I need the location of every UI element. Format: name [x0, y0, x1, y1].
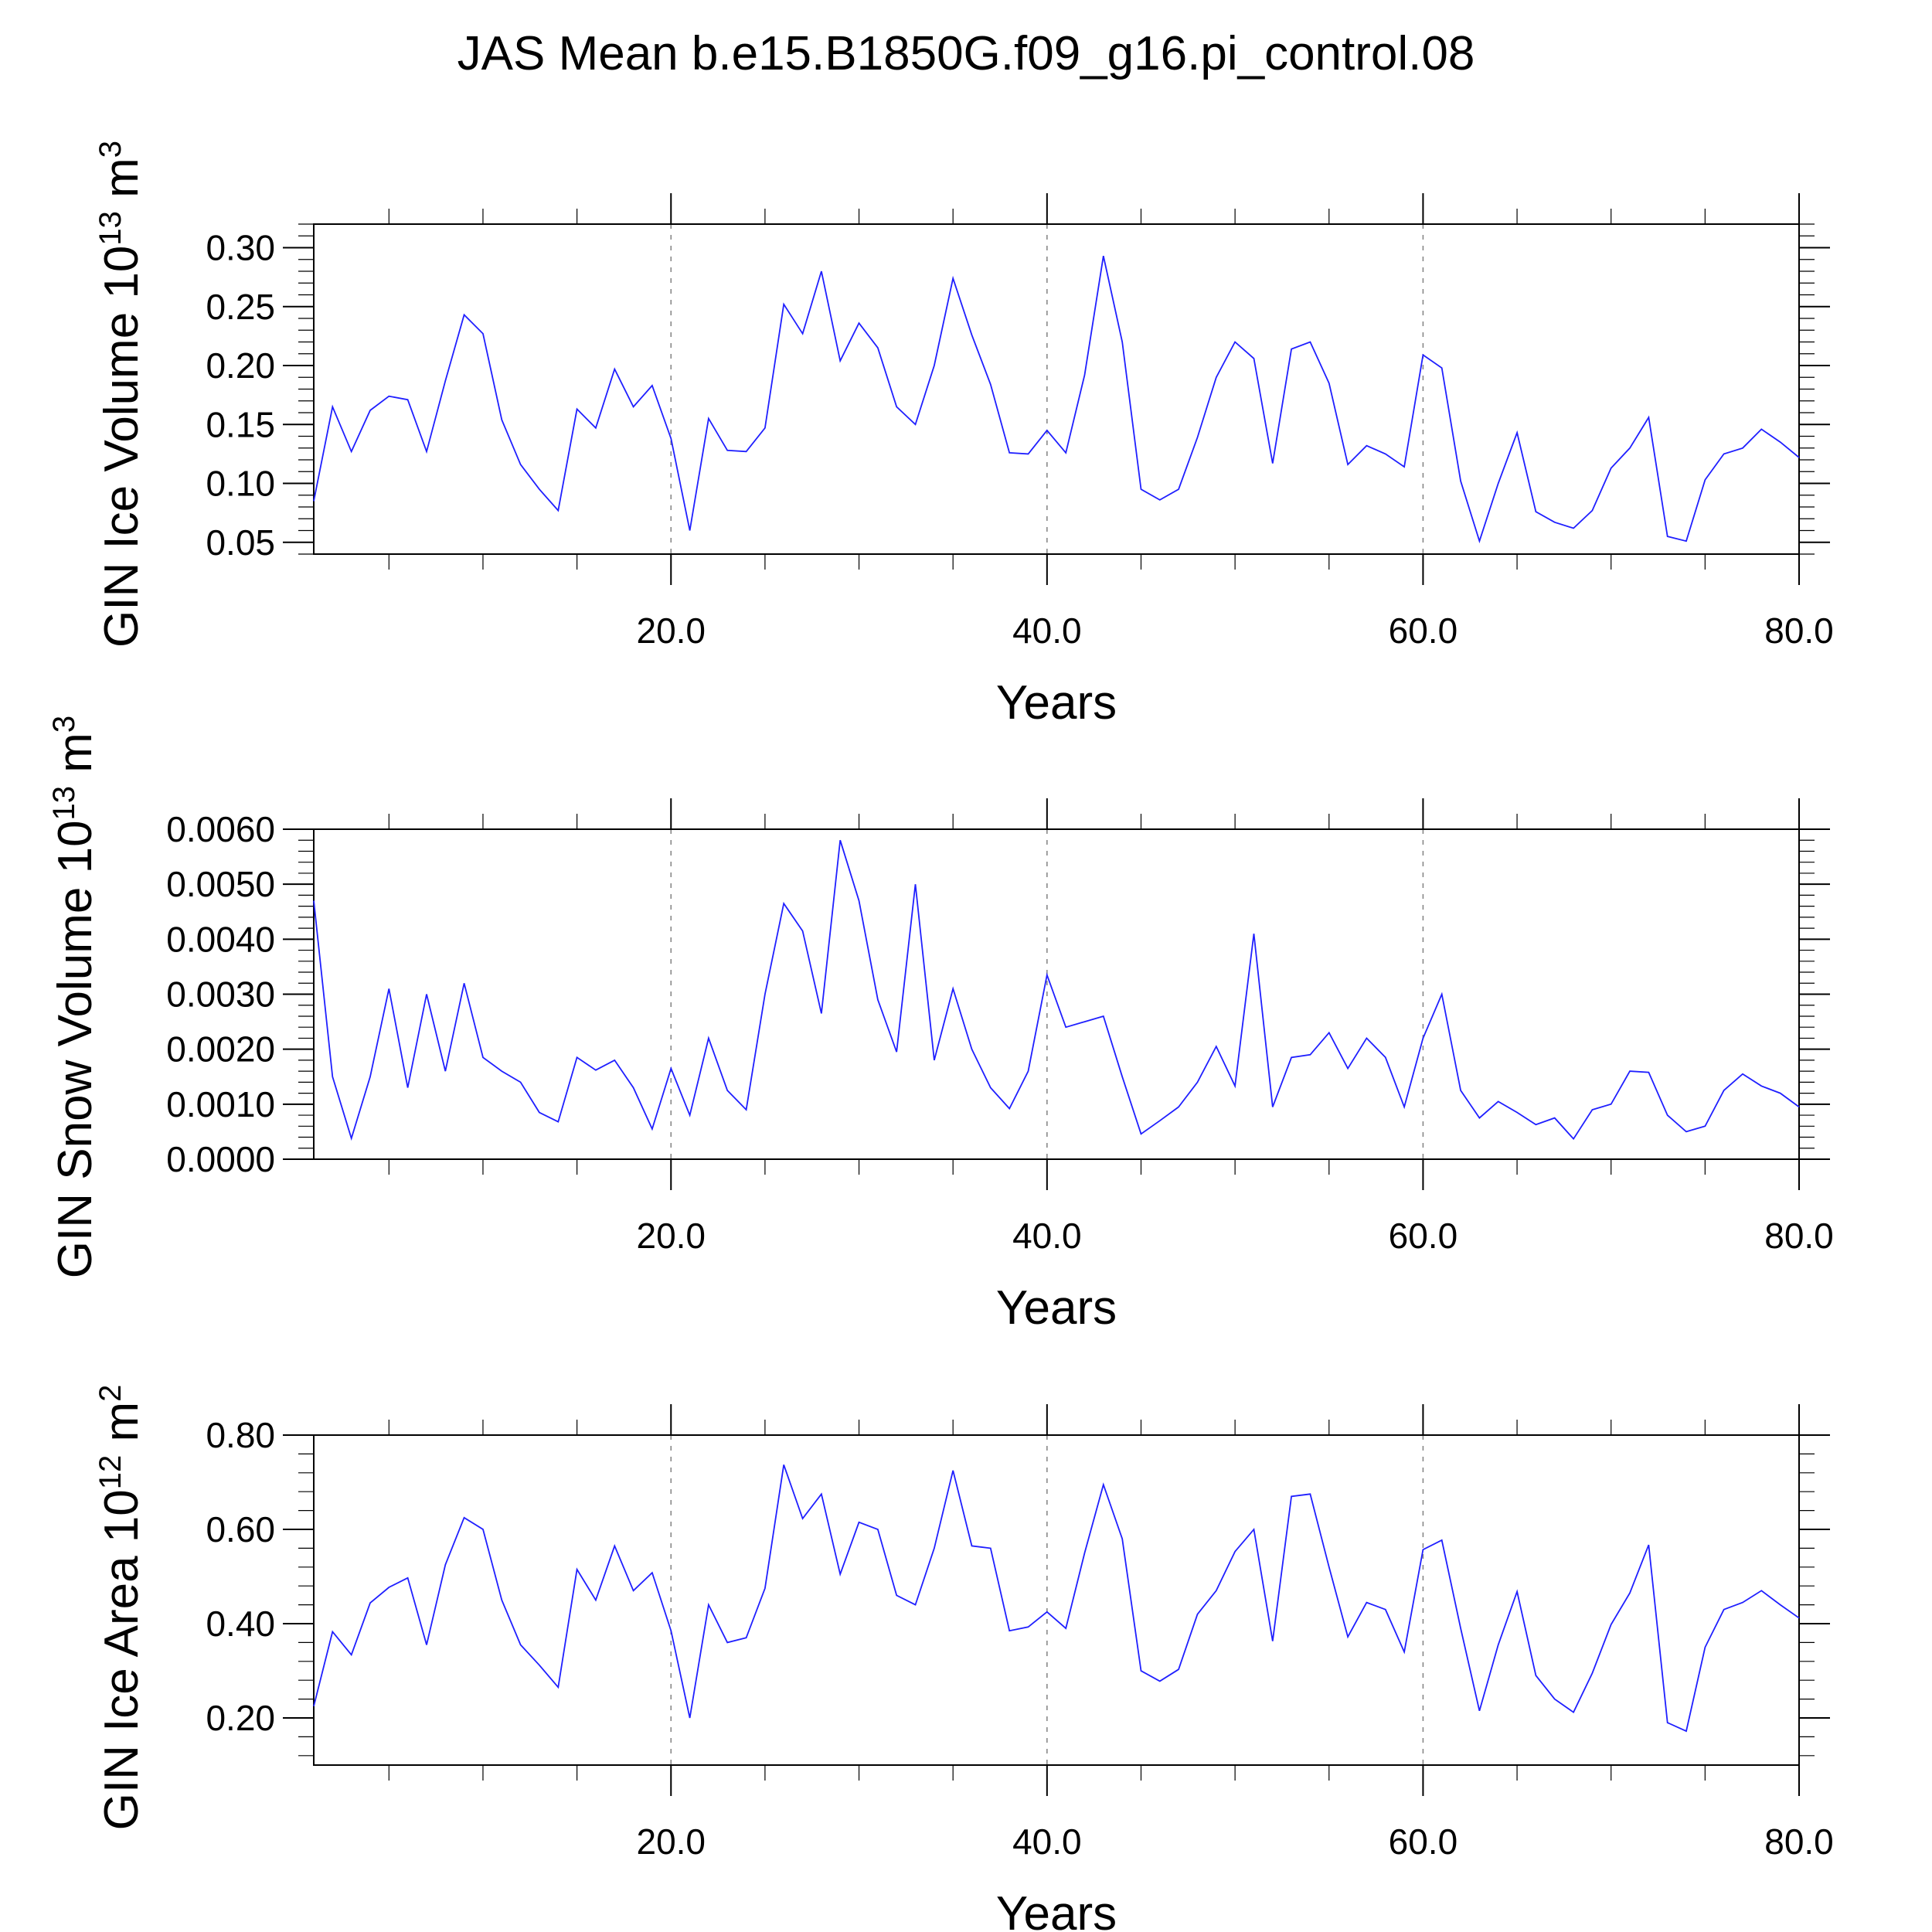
y-tick-label: 0.25 [206, 287, 275, 327]
y-axis-title-unit-exponent: 3 [47, 716, 81, 733]
y-tick-label: 0.0050 [166, 864, 275, 904]
y-axis-title-exponent: 13 [47, 786, 81, 821]
panels: 20.0 40.0 60.0 80.0 0.05 0.10 0.15 0.20 0.25 0.30… [47, 141, 1834, 1932]
y-tick-label: 0.40 [206, 1604, 275, 1644]
y-tick-label: 0.15 [206, 404, 275, 444]
y-axis-title-unit: m [49, 733, 102, 786]
y-tick-label: 0.0000 [166, 1139, 275, 1179]
y-axis-title-unit: m [95, 1402, 148, 1455]
series-line [313, 256, 1800, 544]
y-tick-label: 0.0030 [166, 975, 275, 1015]
x-axis-title: Years [996, 1281, 1117, 1335]
y-axis-title-text: GIN Snow Volume 10 [49, 820, 102, 1278]
x-tick-label: 40.0 [1012, 1821, 1082, 1862]
x-tick-label: 20.0 [636, 1821, 706, 1862]
y-tick-label: 0.0020 [166, 1029, 275, 1070]
plot-frame [313, 828, 1800, 1160]
figure-title: JAS Mean b.e15.B1850G.f09_g16.pi_control… [457, 27, 1475, 80]
y-tick-label: 0.0040 [166, 919, 275, 959]
y-tick-label: 0.20 [206, 345, 275, 386]
y-axis-title-text: GIN Ice Volume 10 [95, 246, 148, 648]
y-tick-label: 0.0010 [166, 1084, 275, 1124]
y-axis-title-unit-exponent: 3 [94, 141, 128, 158]
x-tick-label: 40.0 [1012, 1216, 1082, 1256]
series-line [313, 839, 1800, 1141]
y-axis-title: GIN Ice Area 1012 m2 [94, 1385, 148, 1831]
y-axis-title: GIN Snow Volume 1013 m3 [47, 716, 102, 1278]
panel-3: 20.0 40.0 60.0 80.0 0.20 0.40 0.60 0.80 Years GIN… [94, 1385, 1834, 1932]
x-tick-label: 60.0 [1389, 1821, 1458, 1862]
y-tick-label: 0.60 [206, 1509, 275, 1549]
x-tick-label: 80.0 [1764, 1216, 1834, 1256]
y-axis-title-exponent: 13 [94, 211, 128, 246]
series-line [313, 1464, 1800, 1733]
x-tick-label: 80.0 [1764, 611, 1834, 651]
panel-2: 20.0 40.0 60.0 80.0 0.0000 0.0010 0.0020 0.0030… [47, 716, 1834, 1335]
x-tick-label: 80.0 [1764, 1821, 1834, 1862]
panel-1: 20.0 40.0 60.0 80.0 0.05 0.10 0.15 0.20 0.25 0.30… [94, 141, 1834, 730]
y-tick-label: 0.05 [206, 522, 275, 563]
x-tick-label: 60.0 [1389, 1216, 1458, 1256]
y-axis-title-unit-exponent: 2 [94, 1385, 128, 1402]
y-axis-title: GIN Ice Volume 1013 m3 [94, 141, 148, 648]
plot-frame [313, 1434, 1800, 1766]
x-tick-label: 20.0 [636, 1216, 706, 1256]
y-axis-title-exponent: 12 [94, 1455, 128, 1490]
y-tick-label: 0.0060 [166, 809, 275, 849]
y-tick-label: 0.10 [206, 464, 275, 504]
y-tick-label: 0.30 [206, 228, 275, 268]
x-tick-label: 40.0 [1012, 611, 1082, 651]
y-tick-label: 0.20 [206, 1698, 275, 1738]
y-axis-title-unit: m [95, 158, 148, 211]
y-axis-title-text: GIN Ice Area 10 [95, 1489, 148, 1830]
y-tick-label: 0.80 [206, 1415, 275, 1455]
x-tick-label: 60.0 [1389, 611, 1458, 651]
x-tick-label: 20.0 [636, 611, 706, 651]
plot-frame [313, 223, 1800, 555]
x-axis-title: Years [996, 676, 1117, 730]
x-axis-title: Years [996, 1887, 1117, 1932]
